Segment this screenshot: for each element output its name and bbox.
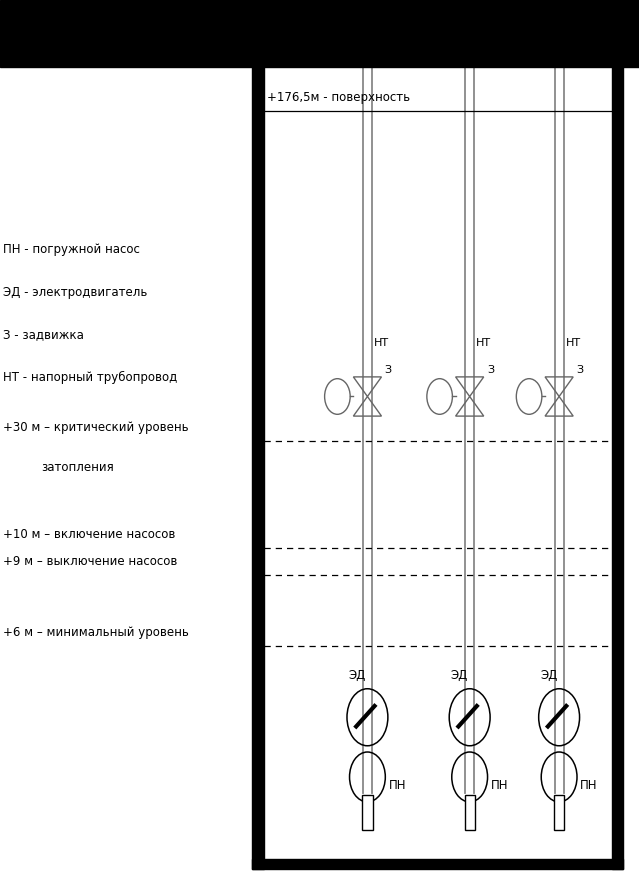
Bar bbox=[612, 67, 623, 869]
Text: Полок перекрытия: Полок перекрытия bbox=[263, 20, 401, 34]
Text: ПН: ПН bbox=[580, 780, 597, 792]
Bar bbox=[465, 795, 475, 830]
Text: НТ: НТ bbox=[476, 338, 491, 348]
Text: НТ - напорный трубопровод: НТ - напорный трубопровод bbox=[3, 372, 178, 384]
Text: ПН: ПН bbox=[491, 780, 508, 792]
Text: затопления: затопления bbox=[42, 461, 114, 474]
Text: З - задвижка: З - задвижка bbox=[3, 329, 84, 341]
Text: ЭД: ЭД bbox=[348, 668, 366, 682]
Text: ПН: ПН bbox=[389, 780, 406, 792]
Text: +6 м – минимальный уровень: +6 м – минимальный уровень bbox=[3, 625, 189, 639]
Text: ЭД - электродвигатель: ЭД - электродвигатель bbox=[3, 286, 148, 298]
Text: НТ: НТ bbox=[566, 338, 581, 348]
Text: ЭД: ЭД bbox=[540, 668, 557, 682]
Text: З: З bbox=[487, 365, 494, 375]
Bar bbox=[0, 0, 639, 67]
Text: +10 м – включение насосов: +10 м – включение насосов bbox=[3, 527, 176, 541]
Text: З: З bbox=[385, 365, 392, 375]
Text: ПН - погружной насос: ПН - погружной насос bbox=[3, 243, 140, 256]
Bar bbox=[362, 795, 373, 830]
Bar bbox=[252, 67, 264, 869]
Text: +176,5м - поверхность: +176,5м - поверхность bbox=[267, 91, 410, 104]
Text: НТ: НТ bbox=[374, 338, 389, 348]
Text: +9 м – выключение насосов: +9 м – выключение насосов bbox=[3, 554, 178, 568]
Text: З: З bbox=[576, 365, 583, 375]
Bar bbox=[554, 795, 564, 830]
Text: ЭД: ЭД bbox=[450, 668, 468, 682]
Text: +30 м – критический уровень: +30 м – критический уровень bbox=[3, 421, 189, 434]
Bar bbox=[252, 859, 623, 869]
